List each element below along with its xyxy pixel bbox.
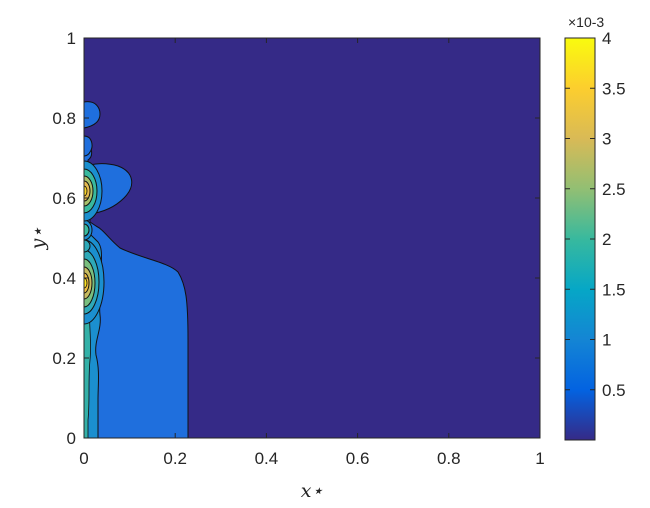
x-axis-label: x⋆	[301, 480, 324, 502]
x-tick-label: 0.4	[255, 449, 279, 468]
y-axis: 0 0.2 0.4 0.6 0.8 1	[52, 29, 540, 448]
y-tick-label: 0.6	[52, 189, 76, 208]
colorbar-tick-label: 3.5	[602, 79, 626, 98]
x-tick-label: 1	[535, 449, 544, 468]
colorbar-tick-label: 2.5	[602, 180, 626, 199]
y-tick-label: 0.8	[52, 109, 76, 128]
contour-top-blob	[84, 101, 101, 129]
y-tick-label: 1	[67, 29, 76, 48]
x-tick-label: 0.6	[346, 449, 370, 468]
colorbar-tick-label: 0.5	[602, 381, 626, 400]
colorbar-tick-label: 4	[602, 29, 611, 48]
x-axis: 0 0.2 0.4 0.6 0.8 1	[79, 38, 545, 468]
colorbar-tick-label: 1	[602, 331, 611, 350]
hotspot-middle	[84, 219, 93, 253]
colorbar-tick-label: 1.5	[602, 280, 626, 299]
y-tick-label: 0	[67, 429, 76, 448]
y-tick-label: 0.2	[52, 349, 76, 368]
x-tick-label: 0	[79, 449, 88, 468]
colorbar-tick-label: 2	[602, 230, 611, 249]
x-tick-label: 0.2	[163, 449, 187, 468]
x-tick-label: 0.8	[437, 449, 461, 468]
y-tick-label: 0.4	[52, 269, 76, 288]
colorbar-exponent-label: ×10-3	[568, 14, 604, 30]
colorbar-ticks: 0.5 1 1.5 2 2.5 3 3.5 4	[565, 29, 626, 400]
axes-frame	[83, 37, 541, 439]
colorbar-tick-label: 3	[602, 130, 611, 149]
y-axis-label: y⋆	[27, 227, 49, 251]
